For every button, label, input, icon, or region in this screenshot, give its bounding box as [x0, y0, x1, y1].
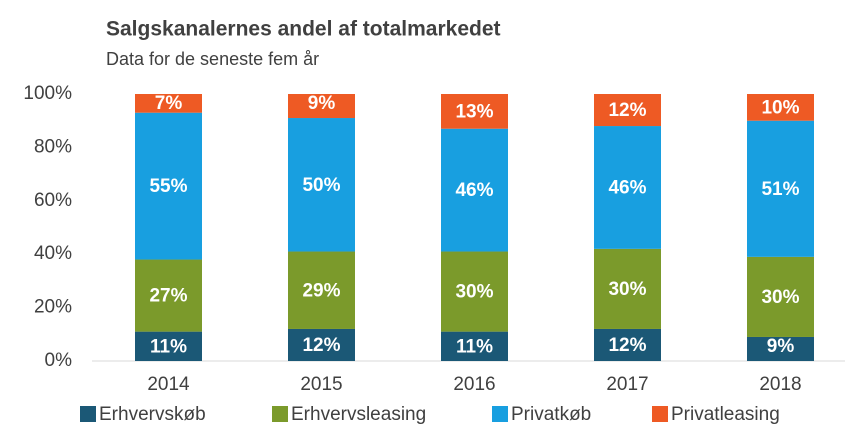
- bar-segment: [747, 94, 814, 121]
- bar-segment: [594, 126, 661, 249]
- data-label: 30%: [761, 287, 799, 308]
- x-tick-label: 2018: [759, 374, 801, 395]
- data-label: 30%: [608, 279, 646, 300]
- bar-segment: [594, 328, 661, 361]
- bar-segment: [288, 94, 355, 119]
- legend-label: Privatleasing: [671, 404, 780, 425]
- data-label: 46%: [455, 180, 493, 201]
- data-label: 29%: [302, 280, 340, 301]
- x-tick-label: 2016: [453, 374, 495, 395]
- data-label: 51%: [761, 179, 799, 200]
- data-label: 13%: [455, 101, 493, 122]
- bar-segment: [594, 248, 661, 329]
- bar-segment: [135, 259, 202, 332]
- data-label: 46%: [608, 177, 646, 198]
- data-label: 12%: [608, 335, 646, 356]
- bar-segment: [288, 118, 355, 252]
- data-label: 27%: [149, 286, 187, 307]
- bar-segment: [441, 251, 508, 332]
- data-label: 9%: [308, 93, 336, 114]
- bar-segment: [594, 94, 661, 127]
- y-tick-label: 40%: [34, 243, 72, 264]
- bar-segment: [441, 128, 508, 252]
- data-label: 50%: [302, 175, 340, 196]
- data-label: 55%: [149, 176, 187, 197]
- chart-title: Salgskanalernes andel af totalmarkedet: [106, 18, 501, 41]
- bar-segment: [441, 331, 508, 361]
- x-tick-label: 2014: [147, 374, 190, 395]
- bar-segment: [288, 328, 355, 361]
- y-tick-label: 20%: [34, 297, 72, 318]
- bar-segment: [747, 256, 814, 337]
- legend-label: Erhvervskøb: [99, 404, 206, 425]
- data-label: 11%: [150, 336, 187, 357]
- data-label: 11%: [456, 336, 493, 357]
- y-tick-label: 80%: [34, 136, 72, 157]
- bar-segment: [135, 112, 202, 260]
- legend-swatch: [272, 406, 288, 422]
- data-label: 10%: [761, 97, 799, 118]
- data-label: 7%: [155, 93, 183, 114]
- legend-label: Erhvervsleasing: [291, 404, 426, 425]
- data-label: 30%: [455, 282, 493, 303]
- data-label: 9%: [767, 336, 795, 357]
- x-tick-label: 2015: [300, 374, 342, 395]
- bar-segment: [135, 331, 202, 361]
- bar-segment: [747, 120, 814, 257]
- legend-swatch: [80, 406, 96, 422]
- bar-segment: [288, 251, 355, 329]
- y-tick-label: 100%: [23, 83, 72, 104]
- x-tick-label: 2017: [606, 374, 648, 395]
- bar-segment: [441, 94, 508, 129]
- legend-label: Privatkøb: [511, 404, 591, 425]
- bar-segment: [135, 94, 202, 113]
- y-tick-label: 0%: [45, 350, 73, 371]
- bar-segment: [747, 336, 814, 361]
- legend-swatch: [652, 406, 668, 422]
- chart-subtitle: Data for de seneste fem år: [106, 49, 319, 69]
- data-label: 12%: [608, 100, 646, 121]
- y-tick-label: 60%: [34, 190, 72, 211]
- data-label: 12%: [302, 335, 340, 356]
- legend-swatch: [492, 406, 508, 422]
